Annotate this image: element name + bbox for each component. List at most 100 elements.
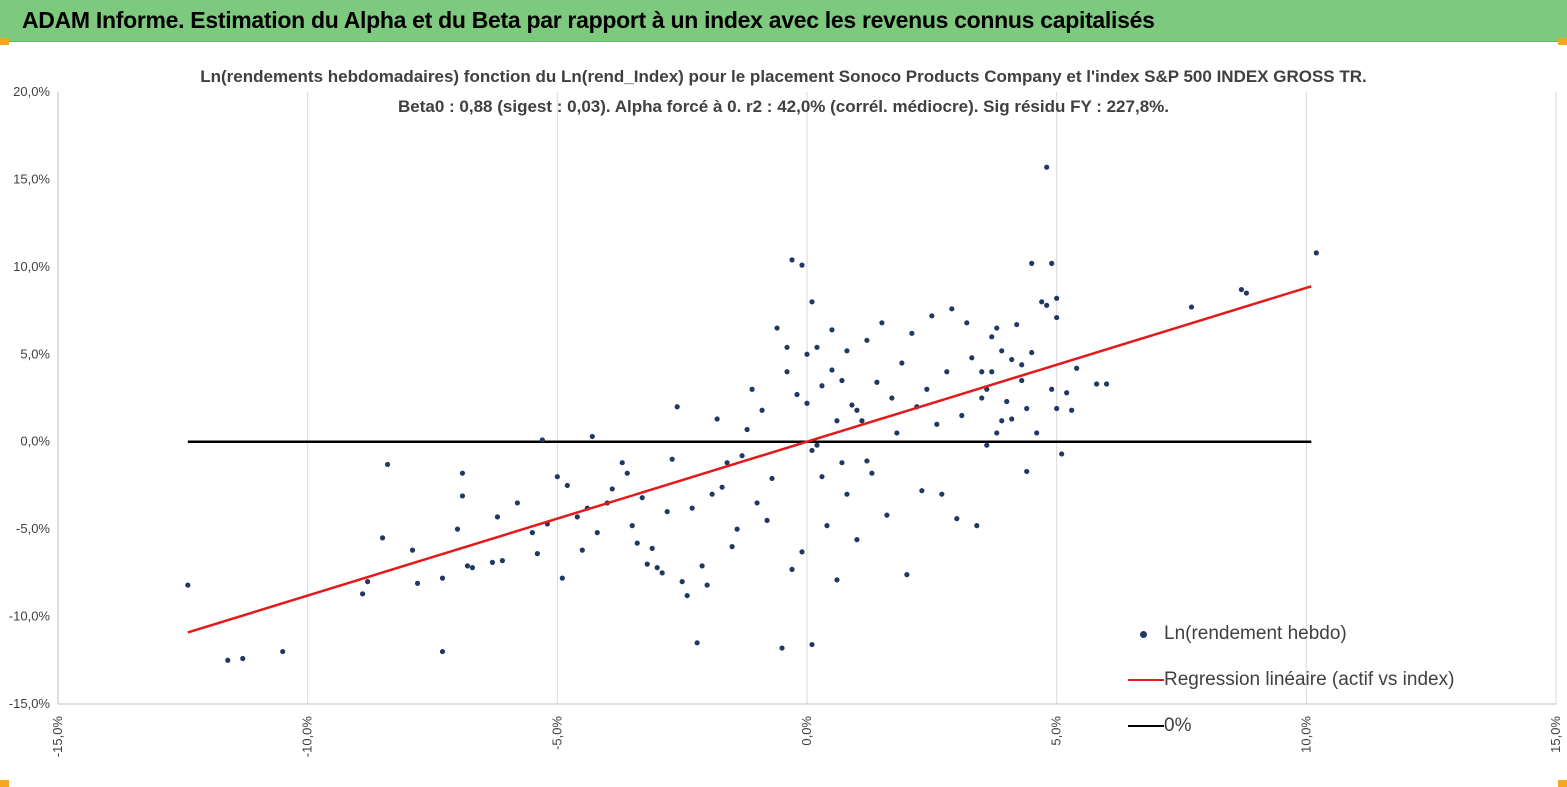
data-point bbox=[699, 563, 705, 569]
data-point bbox=[844, 491, 850, 497]
data-point bbox=[784, 369, 790, 375]
corner-marker-tl bbox=[0, 38, 9, 45]
chart-subtitle: Beta0 : 0,88 (sigest : 0,03). Alpha forc… bbox=[398, 97, 1169, 116]
data-point bbox=[739, 453, 745, 459]
data-point bbox=[799, 549, 805, 555]
data-point bbox=[799, 262, 805, 268]
data-point bbox=[554, 474, 560, 480]
data-point bbox=[974, 523, 980, 529]
data-point bbox=[834, 577, 840, 583]
data-point bbox=[729, 544, 735, 550]
data-point bbox=[929, 313, 935, 319]
data-point bbox=[534, 551, 540, 557]
data-point bbox=[709, 491, 715, 497]
data-point bbox=[1104, 381, 1110, 387]
data-point bbox=[809, 641, 815, 648]
header-banner: ADAM Informe. Estimation du Alpha et du … bbox=[0, 0, 1567, 42]
data-point bbox=[999, 418, 1005, 424]
data-point bbox=[804, 351, 810, 357]
data-point bbox=[1094, 381, 1100, 387]
data-point bbox=[414, 580, 421, 586]
data-point bbox=[804, 400, 810, 406]
data-point bbox=[459, 493, 466, 499]
data-point bbox=[719, 484, 725, 490]
y-tick-label: -5,0% bbox=[16, 521, 50, 536]
data-point bbox=[724, 460, 730, 466]
data-point bbox=[704, 582, 710, 588]
data-point bbox=[964, 320, 970, 326]
y-tick-label: 10,0% bbox=[13, 259, 50, 274]
data-point bbox=[854, 537, 860, 543]
legend-line-red-icon bbox=[1128, 679, 1164, 681]
scatter-plot: -15,0% -10,0% -5,0% 0,0% 5,0% 10,0% 15,0% 20,0%… bbox=[9, 84, 1563, 757]
data-point bbox=[439, 575, 446, 581]
data-point bbox=[659, 570, 665, 576]
data-point bbox=[829, 327, 835, 333]
data-point bbox=[834, 418, 840, 424]
data-point bbox=[384, 461, 391, 468]
data-point bbox=[439, 648, 446, 655]
data-point bbox=[844, 348, 850, 354]
data-point bbox=[814, 442, 820, 448]
data-point bbox=[794, 391, 800, 398]
data-point bbox=[934, 421, 940, 427]
data-point bbox=[1029, 260, 1035, 266]
data-point bbox=[1238, 286, 1245, 293]
data-point bbox=[854, 407, 860, 413]
data-point bbox=[564, 482, 570, 489]
data-point bbox=[1009, 416, 1015, 422]
data-point bbox=[679, 579, 685, 585]
data-point bbox=[874, 379, 880, 385]
data-point bbox=[1054, 405, 1060, 412]
data-point bbox=[639, 495, 645, 501]
data-point bbox=[969, 355, 975, 361]
data-point bbox=[1029, 349, 1035, 356]
data-point bbox=[764, 517, 770, 523]
data-point bbox=[1034, 430, 1040, 436]
legend-line-black-icon bbox=[1128, 725, 1164, 727]
legend-label-zero: 0% bbox=[1164, 715, 1192, 736]
data-point bbox=[924, 386, 930, 392]
data-point bbox=[364, 579, 371, 585]
data-point bbox=[1049, 260, 1055, 266]
data-point bbox=[1044, 164, 1050, 170]
chart-area: -15,0% -10,0% -5,0% 0,0% 5,0% 10,0% 15,0% 20,0%… bbox=[0, 42, 1567, 787]
regression-line bbox=[187, 285, 1312, 634]
data-point bbox=[280, 648, 286, 655]
data-point bbox=[359, 591, 366, 597]
data-point bbox=[769, 475, 775, 482]
data-point bbox=[789, 566, 795, 572]
data-point bbox=[884, 512, 890, 518]
legend-dot-icon bbox=[1140, 630, 1147, 638]
data-point bbox=[1009, 356, 1015, 363]
data-point bbox=[734, 526, 740, 532]
data-point bbox=[859, 418, 865, 424]
legend-item-zero: 0% bbox=[1128, 714, 1191, 738]
data-point bbox=[379, 535, 386, 541]
y-tick-label: 15,0% bbox=[13, 171, 50, 186]
data-point bbox=[1014, 321, 1020, 328]
corner-marker-br bbox=[1558, 780, 1567, 787]
data-point bbox=[1059, 451, 1065, 457]
data-point bbox=[989, 334, 995, 340]
data-point bbox=[684, 592, 690, 599]
data-point bbox=[514, 500, 520, 506]
data-point bbox=[869, 470, 875, 476]
data-point bbox=[979, 369, 985, 375]
y-tick-label: 0,0% bbox=[20, 434, 50, 449]
data-point bbox=[494, 514, 501, 520]
data-point bbox=[619, 460, 625, 466]
data-point bbox=[879, 320, 885, 326]
x-tick-label: -5,0% bbox=[549, 716, 564, 750]
data-point bbox=[1044, 302, 1050, 308]
data-point bbox=[1004, 398, 1010, 405]
data-point bbox=[454, 526, 461, 532]
y-tick-label: 20,0% bbox=[13, 84, 50, 99]
data-point bbox=[459, 470, 466, 476]
data-point bbox=[979, 395, 985, 401]
report-title: ADAM Informe. Estimation du Alpha et du … bbox=[22, 7, 1155, 33]
data-point bbox=[1024, 468, 1030, 475]
data-point bbox=[904, 572, 910, 578]
data-point bbox=[789, 257, 795, 263]
data-point bbox=[889, 395, 895, 401]
